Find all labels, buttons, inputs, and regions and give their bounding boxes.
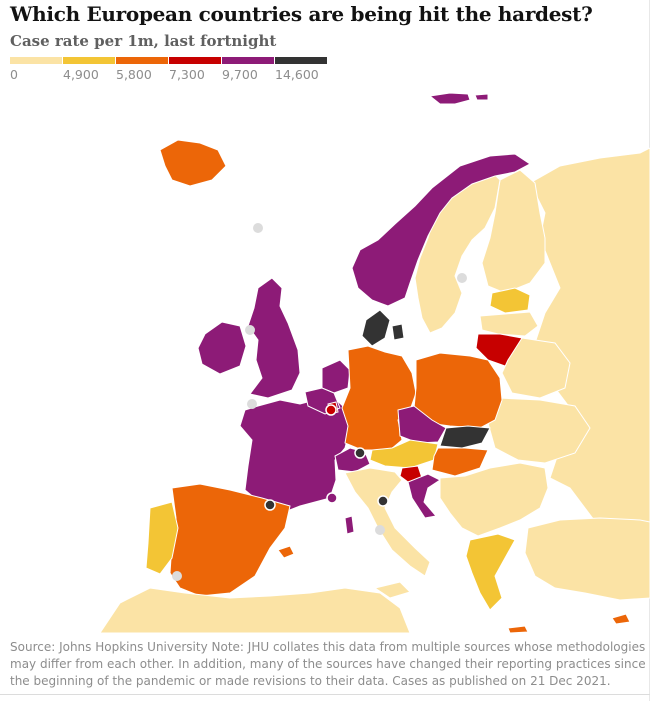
country-belarus bbox=[501, 337, 571, 399]
country-hungary bbox=[431, 447, 489, 477]
country-united-kingdom bbox=[247, 277, 301, 399]
europe-choropleth-map bbox=[99, 92, 650, 633]
dot-luxembourg bbox=[325, 404, 337, 416]
country-netherlands bbox=[321, 359, 351, 394]
legend-tick-4: 9,700 bbox=[222, 67, 258, 82]
country-denmark bbox=[361, 309, 405, 347]
color-legend: 0 4,900 5,800 7,300 9,700 14,600 bbox=[10, 57, 330, 83]
dot-faroe bbox=[253, 223, 263, 233]
legend-swatch-5 bbox=[275, 57, 327, 64]
source-footnote: Source: Johns Hopkins University Note: J… bbox=[10, 640, 646, 688]
country-iceland bbox=[159, 139, 227, 187]
dot-vatican bbox=[375, 525, 385, 535]
legend-tick-5: 14,600 bbox=[275, 67, 319, 82]
country-norway bbox=[351, 153, 531, 307]
dot-san-marino bbox=[377, 495, 389, 507]
legend-swatch-4 bbox=[222, 57, 274, 64]
country-greece bbox=[465, 533, 516, 611]
country-portugal bbox=[145, 501, 179, 575]
country-corsica bbox=[344, 515, 355, 535]
bottom-rule bbox=[0, 694, 650, 695]
dot-isle-of-man bbox=[245, 325, 255, 335]
dot-aland bbox=[457, 273, 467, 283]
dot-andorra bbox=[264, 499, 276, 511]
country-balkans bbox=[439, 462, 549, 537]
country-mallorca bbox=[277, 545, 295, 559]
dot-monaco bbox=[326, 492, 338, 504]
legend-swatch-0 bbox=[10, 57, 62, 64]
country-italy bbox=[344, 467, 431, 599]
country-slovakia bbox=[439, 425, 491, 449]
country-turkey bbox=[524, 517, 650, 601]
dot-liechtenstein bbox=[354, 447, 366, 459]
country-svalbard bbox=[428, 92, 489, 105]
legend-tick-0: 0 bbox=[10, 67, 18, 82]
country-finland bbox=[481, 169, 546, 294]
country-croatia bbox=[407, 473, 441, 519]
chart-subtitle: Case rate per 1m, last fortnight bbox=[10, 32, 277, 50]
country-cyprus bbox=[611, 613, 631, 625]
country-latvia bbox=[479, 311, 539, 337]
legend-swatch-2 bbox=[116, 57, 168, 64]
legend-tick-1: 4,900 bbox=[63, 67, 99, 82]
chart-title: Which European countries are being hit t… bbox=[10, 2, 593, 26]
legend-tick-3: 7,300 bbox=[169, 67, 205, 82]
dot-jersey bbox=[247, 399, 257, 409]
country-estonia bbox=[489, 287, 531, 314]
country-czechia bbox=[397, 405, 447, 444]
legend-swatch-1 bbox=[63, 57, 115, 64]
legend-swatch-3 bbox=[169, 57, 221, 64]
country-crete bbox=[507, 625, 529, 633]
country-ukraine bbox=[487, 397, 591, 464]
country-ireland bbox=[197, 321, 247, 375]
legend-tick-2: 5,800 bbox=[116, 67, 152, 82]
dot-gibraltar bbox=[172, 571, 182, 581]
region-north-africa bbox=[99, 587, 411, 633]
